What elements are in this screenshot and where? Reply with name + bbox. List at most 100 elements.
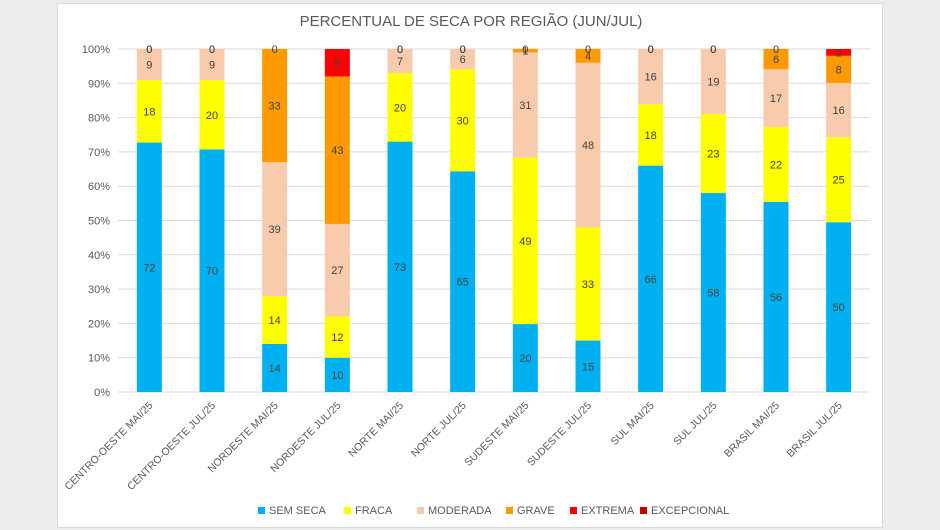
x-tick-label: SUL JUL/25 bbox=[671, 400, 719, 448]
data-label: 0 bbox=[522, 44, 528, 56]
data-label: 10 bbox=[331, 370, 343, 382]
bar-segment-moderada bbox=[575, 62, 601, 228]
data-label: 31 bbox=[519, 100, 531, 112]
bar-segment-sem-seca bbox=[136, 142, 162, 392]
data-label: 0 bbox=[272, 44, 278, 56]
legend-label: EXCEPCIONAL bbox=[651, 505, 729, 517]
data-label: 65 bbox=[457, 277, 469, 289]
y-tick-label: 0% bbox=[94, 387, 110, 399]
data-label: 49 bbox=[519, 236, 531, 248]
bar-segment-sem-seca bbox=[199, 149, 225, 392]
data-label: 0 bbox=[209, 44, 215, 56]
bar-segment-sem-seca bbox=[763, 201, 789, 392]
chart-frame: PERCENTUAL DE SECA POR REGIÃO (JUN/JUL) 0… bbox=[57, 3, 883, 528]
y-tick-label: 30% bbox=[88, 284, 110, 296]
data-label: 72 bbox=[143, 262, 155, 274]
x-tick-label: NORTE MAI/25 bbox=[346, 400, 406, 460]
x-tick-label: SUL MAI/25 bbox=[609, 400, 657, 448]
legend-label: GRAVE bbox=[517, 505, 555, 517]
data-label: 70 bbox=[206, 266, 218, 278]
data-label: 12 bbox=[331, 332, 343, 344]
data-label: 0 bbox=[209, 44, 215, 56]
bar-segment-sem-seca bbox=[575, 340, 601, 392]
data-label: 8 bbox=[334, 58, 340, 70]
bar-segment-sem-seca bbox=[324, 357, 350, 392]
legend-swatch-sem-seca bbox=[258, 507, 265, 514]
data-label: 20 bbox=[394, 102, 406, 114]
bar-segment-moderada bbox=[136, 49, 162, 81]
data-label: 25 bbox=[833, 175, 845, 187]
data-label: 16 bbox=[833, 105, 845, 117]
x-tick-label: SUDESTE MAI/25 bbox=[462, 400, 531, 469]
bar-segment-fraca bbox=[512, 157, 538, 325]
bar-segment-sem-seca bbox=[450, 171, 476, 392]
bar-segment-grave bbox=[512, 49, 538, 53]
bar-segment-sem-seca bbox=[262, 343, 288, 392]
legend-label: SEM SECA bbox=[269, 505, 327, 517]
data-label: 0 bbox=[648, 44, 654, 56]
data-label: 20 bbox=[206, 110, 218, 122]
data-label: 58 bbox=[707, 288, 719, 300]
data-label: 0 bbox=[460, 44, 466, 56]
data-label: 18 bbox=[143, 106, 155, 118]
bar-segment-fraca bbox=[826, 137, 852, 223]
bar-segment-fraca bbox=[387, 73, 413, 142]
bar-segment-sem-seca bbox=[638, 165, 664, 392]
bar-segment-fraca bbox=[700, 114, 726, 194]
data-label: 15 bbox=[582, 361, 594, 373]
bar-segment-moderada bbox=[763, 69, 789, 128]
bar-segment-fraca bbox=[638, 103, 664, 166]
y-tick-label: 60% bbox=[88, 181, 110, 193]
bar-segment-grave bbox=[575, 49, 601, 63]
data-label: 18 bbox=[645, 130, 657, 142]
data-label: 48 bbox=[582, 140, 594, 152]
data-label: 19 bbox=[707, 77, 719, 89]
data-label: 0 bbox=[773, 44, 779, 56]
legend-swatch-fraca bbox=[344, 507, 351, 514]
x-tick-label: NORDESTE JUL/25 bbox=[268, 400, 343, 475]
legend-label: FRACA bbox=[355, 505, 393, 517]
data-label: 4 bbox=[585, 51, 591, 63]
bar-segment-fraca bbox=[575, 227, 601, 341]
data-label: 9 bbox=[146, 60, 152, 72]
data-label: 8 bbox=[836, 64, 842, 76]
bar-segment-extrema bbox=[826, 49, 852, 56]
data-label: 33 bbox=[269, 101, 281, 113]
data-label: 23 bbox=[707, 149, 719, 161]
data-label: 0 bbox=[710, 44, 716, 56]
data-label: 0 bbox=[397, 44, 403, 56]
bar-segment-fraca bbox=[763, 127, 789, 202]
data-label: 0 bbox=[648, 44, 654, 56]
data-label: 0 bbox=[146, 44, 152, 56]
bar-segment-fraca bbox=[262, 295, 288, 344]
data-label: 27 bbox=[331, 265, 343, 277]
bar-segment-fraca bbox=[450, 69, 476, 172]
bar-segment-moderada bbox=[450, 49, 476, 70]
bar-segment-moderada bbox=[324, 223, 350, 317]
bar-segment-moderada bbox=[262, 162, 288, 296]
data-label: 0 bbox=[460, 44, 466, 56]
data-label: 7 bbox=[397, 56, 403, 68]
bar-segment-grave bbox=[324, 76, 350, 224]
y-tick-label: 40% bbox=[88, 250, 110, 262]
y-tick-label: 20% bbox=[88, 318, 110, 330]
x-tick-label: NORTE JUL/25 bbox=[409, 400, 469, 460]
data-label: 73 bbox=[394, 262, 406, 274]
data-label: 43 bbox=[331, 145, 343, 157]
data-label: 6 bbox=[460, 54, 466, 66]
data-label: 0 bbox=[146, 44, 152, 56]
bar-segment-sem-seca bbox=[700, 193, 726, 392]
chart-canvas: PERCENTUAL DE SECA POR REGIÃO (JUN/JUL) 0… bbox=[62, 13, 870, 517]
y-tick-label: 80% bbox=[88, 113, 110, 125]
x-tick-label: SUDESTE JUL/25 bbox=[525, 400, 594, 469]
bar-segment-moderada bbox=[700, 49, 726, 115]
legend-label: EXTREMA bbox=[581, 505, 635, 517]
bar-segment-sem-seca bbox=[387, 141, 413, 392]
x-tick-label: BRASIL MAI/25 bbox=[722, 400, 782, 460]
bar-segment-grave bbox=[262, 49, 288, 163]
data-label: 39 bbox=[269, 224, 281, 236]
legend-swatch-excepcional bbox=[640, 507, 647, 514]
data-label: 1 bbox=[522, 46, 528, 58]
data-label: 22 bbox=[770, 159, 782, 171]
data-label: 56 bbox=[770, 292, 782, 304]
